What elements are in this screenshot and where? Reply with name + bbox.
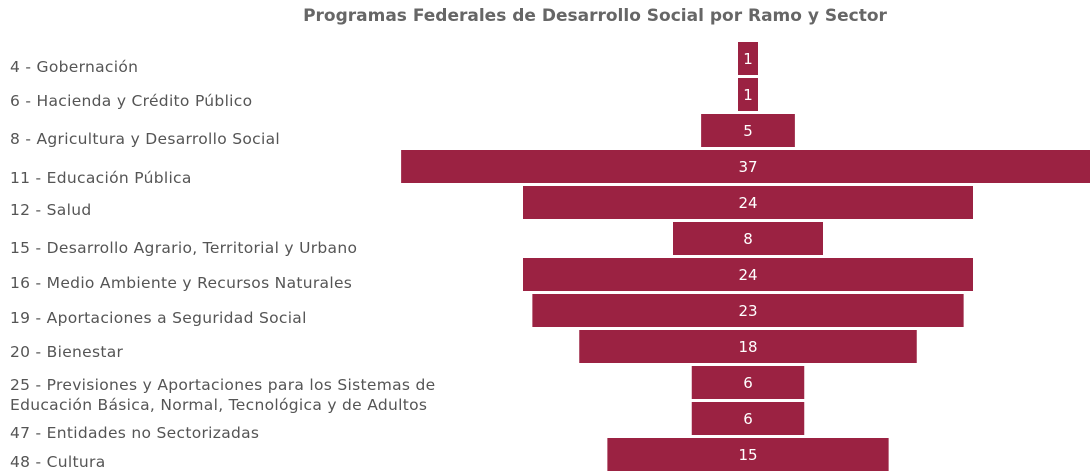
value-label: 8 bbox=[743, 230, 753, 248]
value-label: 6 bbox=[743, 374, 753, 392]
bar bbox=[691, 366, 805, 399]
bar bbox=[532, 294, 964, 327]
bar bbox=[738, 42, 758, 75]
bar bbox=[523, 186, 973, 219]
bar bbox=[701, 114, 795, 147]
category-label: 4 - Gobernación bbox=[10, 58, 139, 76]
value-label: 18 bbox=[738, 338, 757, 356]
value-label: 15 bbox=[738, 446, 757, 464]
value-label: 1 bbox=[743, 50, 753, 68]
category-label: 11 - Educación Pública bbox=[10, 169, 192, 187]
category-label: 47 - Entidades no Sectorizadas bbox=[10, 424, 260, 442]
value-label: 6 bbox=[743, 410, 753, 428]
bar bbox=[738, 78, 758, 111]
bar bbox=[607, 438, 889, 471]
bar bbox=[579, 330, 917, 363]
bar bbox=[401, 150, 1090, 183]
bar bbox=[691, 402, 805, 435]
category-label: 20 - Bienestar bbox=[10, 343, 124, 361]
value-label: 5 bbox=[743, 122, 753, 140]
category-label: 25 - Previsiones y Aportaciones para los… bbox=[10, 376, 436, 414]
chart-title: Programas Federales de Desarrollo Social… bbox=[303, 6, 887, 26]
bar bbox=[523, 258, 973, 291]
category-label: 8 - Agricultura y Desarrollo Social bbox=[10, 130, 281, 148]
value-label: 1 bbox=[743, 86, 753, 104]
value-label: 23 bbox=[738, 302, 757, 320]
value-label: 37 bbox=[738, 158, 757, 176]
value-label: 24 bbox=[738, 266, 757, 284]
category-label: 19 - Aportaciones a Seguridad Social bbox=[10, 309, 307, 327]
category-label: 48 - Cultura bbox=[10, 453, 106, 471]
category-label: 6 - Hacienda y Crédito Público bbox=[10, 92, 253, 110]
category-label: 15 - Desarrollo Agrario, Territorial y U… bbox=[10, 239, 358, 257]
category-label: 16 - Medio Ambiente y Recursos Naturales bbox=[10, 274, 353, 292]
value-label: 24 bbox=[738, 194, 757, 212]
bar bbox=[673, 222, 823, 255]
category-label: 12 - Salud bbox=[10, 201, 92, 219]
